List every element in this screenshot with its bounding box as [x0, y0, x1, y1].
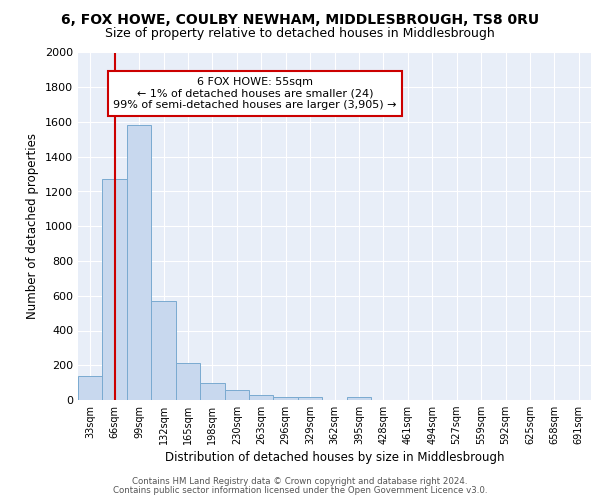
Text: Contains HM Land Registry data © Crown copyright and database right 2024.: Contains HM Land Registry data © Crown c… — [132, 477, 468, 486]
Bar — [249, 395, 274, 400]
Bar — [127, 126, 151, 400]
Bar — [78, 376, 103, 400]
Bar — [176, 362, 200, 400]
Text: Size of property relative to detached houses in Middlesbrough: Size of property relative to detached ho… — [105, 28, 495, 40]
Text: 6 FOX HOWE: 55sqm
← 1% of detached houses are smaller (24)
99% of semi-detached : 6 FOX HOWE: 55sqm ← 1% of detached house… — [113, 77, 397, 110]
Bar — [224, 390, 249, 400]
Bar — [103, 180, 127, 400]
Text: 6, FOX HOWE, COULBY NEWHAM, MIDDLESBROUGH, TS8 0RU: 6, FOX HOWE, COULBY NEWHAM, MIDDLESBROUG… — [61, 12, 539, 26]
Text: Contains public sector information licensed under the Open Government Licence v3: Contains public sector information licen… — [113, 486, 487, 495]
Bar — [298, 396, 322, 400]
Bar — [200, 382, 224, 400]
Bar — [151, 301, 176, 400]
Y-axis label: Number of detached properties: Number of detached properties — [26, 133, 40, 320]
X-axis label: Distribution of detached houses by size in Middlesbrough: Distribution of detached houses by size … — [165, 452, 504, 464]
Bar — [347, 396, 371, 400]
Bar — [274, 396, 298, 400]
